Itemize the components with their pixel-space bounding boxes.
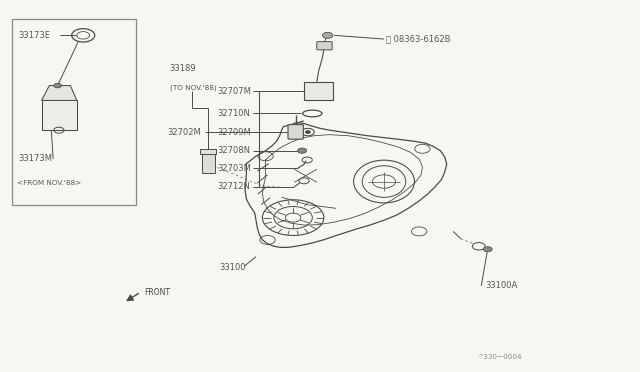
Text: 33173E: 33173E — [18, 31, 50, 40]
FancyBboxPatch shape — [202, 154, 215, 173]
FancyBboxPatch shape — [304, 82, 333, 100]
Circle shape — [483, 247, 492, 252]
Circle shape — [323, 32, 333, 38]
FancyBboxPatch shape — [317, 42, 332, 50]
Bar — [12, 19, 136, 205]
Text: 32703M: 32703M — [218, 164, 252, 173]
Text: Ⓢ 08363-6162B: Ⓢ 08363-6162B — [386, 35, 451, 44]
Polygon shape — [42, 86, 77, 100]
Circle shape — [54, 83, 61, 88]
Polygon shape — [200, 149, 216, 154]
Circle shape — [305, 131, 310, 134]
Text: 32702M: 32702M — [168, 128, 202, 137]
Text: 33173M: 33173M — [18, 154, 52, 163]
FancyBboxPatch shape — [288, 125, 303, 139]
Text: FRONT: FRONT — [144, 288, 170, 296]
Text: ^330−0004: ^330−0004 — [477, 354, 522, 360]
Text: 32710N: 32710N — [218, 109, 250, 118]
Text: 32709M: 32709M — [218, 128, 252, 137]
Circle shape — [298, 148, 307, 153]
Text: 32712N: 32712N — [218, 182, 250, 191]
Text: 32708N: 32708N — [218, 146, 251, 155]
Text: (TO NOV.'88): (TO NOV.'88) — [170, 85, 216, 92]
Text: 33100: 33100 — [219, 263, 245, 272]
Text: 33100A: 33100A — [485, 281, 517, 290]
FancyBboxPatch shape — [42, 100, 77, 130]
Text: 33189: 33189 — [170, 64, 196, 73]
Text: 32707M: 32707M — [218, 87, 252, 96]
Text: <FROM NOV.'88>: <FROM NOV.'88> — [17, 180, 81, 186]
